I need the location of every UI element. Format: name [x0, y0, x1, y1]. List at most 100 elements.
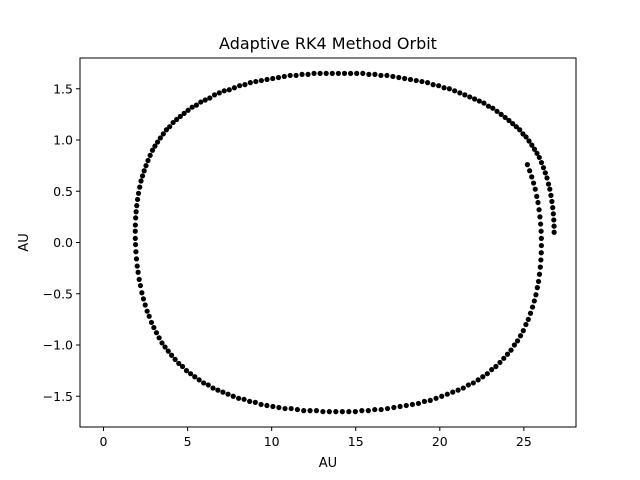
orbit-point: [547, 186, 553, 192]
orbit-point: [307, 408, 313, 414]
orbit-point: [529, 174, 535, 180]
orbit-point: [372, 406, 378, 413]
orbit-point: [354, 70, 360, 76]
orbit-point: [538, 242, 545, 249]
orbit-point: [326, 409, 332, 415]
orbit-point: [247, 398, 253, 404]
orbit-point: [145, 157, 151, 164]
orbit-point: [220, 389, 226, 395]
orbit-point: [497, 359, 503, 366]
orbit-point: [133, 256, 140, 262]
orbit-point: [548, 192, 554, 198]
orbit-point: [538, 159, 545, 166]
orbit-point: [140, 296, 147, 302]
orbit-point: [532, 186, 538, 192]
orbit-point: [320, 409, 326, 415]
orbit-point: [502, 114, 508, 121]
orbit-point: [333, 409, 339, 415]
orbit-point: [531, 146, 538, 152]
orbit-point: [452, 88, 458, 94]
orbit-point: [476, 98, 482, 104]
orbit-point: [484, 371, 490, 377]
orbit-point: [481, 100, 487, 106]
orbit-point: [192, 374, 198, 380]
orbit-point: [135, 190, 142, 196]
orbit-point: [490, 105, 496, 111]
orbit-point: [526, 138, 532, 144]
y-tick-label: 1.5: [53, 81, 73, 96]
orbit-point: [536, 154, 542, 161]
orbit-point: [196, 377, 202, 383]
orbit-point: [498, 111, 504, 117]
y-tick-label: −1.0: [43, 338, 73, 353]
orbit-point: [525, 316, 531, 322]
orbit-point: [531, 298, 537, 304]
y-tick-label: −0.5: [43, 286, 73, 301]
orbit-point: [134, 196, 141, 203]
orbit-point: [215, 387, 221, 393]
orbit-point: [311, 70, 317, 76]
orbit-point: [421, 398, 428, 404]
orbit-point: [378, 406, 384, 413]
orbit-point: [536, 271, 543, 277]
x-tick-label: 10: [264, 434, 280, 449]
orbit-point: [520, 328, 526, 334]
orbit-point: [241, 396, 247, 402]
orbit-point: [231, 85, 237, 91]
orbit-point: [366, 71, 372, 77]
orbit-point: [540, 165, 547, 171]
orbit-point: [542, 170, 548, 176]
orbit-point: [281, 73, 287, 80]
orbit-point: [174, 116, 180, 123]
orbit-point: [534, 150, 540, 156]
orbit-point: [513, 124, 519, 130]
orbit-point: [264, 402, 270, 409]
orbit-point: [475, 377, 481, 383]
x-tick-label: 25: [516, 434, 532, 449]
orbit-point: [134, 263, 140, 269]
orbit-point: [225, 391, 231, 397]
orbit-point: [470, 380, 476, 386]
orbit-point: [403, 402, 409, 409]
orbit-point: [524, 162, 531, 168]
orbit-point: [514, 338, 521, 344]
orbit-point: [384, 405, 391, 412]
orbit-point: [523, 321, 529, 328]
orbit-point: [446, 86, 452, 92]
orbit-point: [183, 368, 190, 374]
orbit-point: [520, 131, 526, 137]
orbit-point: [360, 70, 366, 76]
orbit-point: [156, 335, 162, 341]
orbit-point: [424, 80, 431, 86]
orbit-point: [264, 76, 270, 83]
orbit-point: [132, 241, 139, 248]
orbit-point: [341, 70, 348, 76]
orbit-point: [221, 88, 227, 94]
orbit-point: [551, 229, 557, 235]
orbit-point: [172, 356, 178, 362]
orbit-point: [253, 78, 259, 85]
orbit-point: [348, 70, 354, 76]
orbit-point: [511, 342, 517, 348]
orbit-point: [444, 391, 450, 397]
orbit-point: [538, 228, 544, 234]
orbit-point: [538, 257, 544, 263]
orbit-point: [305, 71, 311, 77]
orbit-point: [533, 292, 539, 298]
orbit-point: [352, 409, 358, 415]
orbit-point: [176, 360, 182, 367]
orbit-point: [149, 147, 156, 153]
orbit-point: [152, 143, 158, 149]
orbit-point: [407, 76, 414, 83]
orbit-point: [517, 333, 524, 339]
x-tick-label: 15: [348, 434, 364, 449]
orbit-point: [527, 310, 534, 316]
orbit-point: [237, 83, 243, 89]
orbit-point: [275, 74, 282, 81]
orbit-point: [198, 99, 204, 105]
orbit-point: [236, 395, 242, 401]
orbit-point: [419, 78, 425, 85]
orbit-point: [384, 72, 390, 79]
orbit-point: [132, 222, 138, 228]
